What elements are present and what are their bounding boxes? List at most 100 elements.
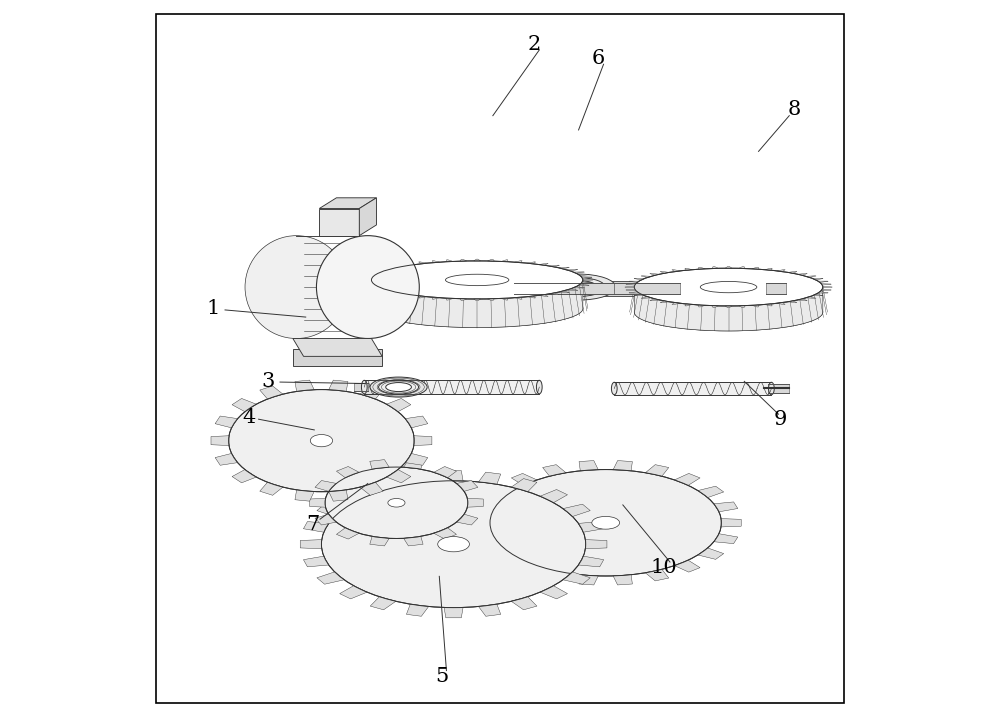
Polygon shape xyxy=(539,295,548,297)
Polygon shape xyxy=(645,465,669,476)
Polygon shape xyxy=(573,272,584,273)
Polygon shape xyxy=(260,483,283,495)
Polygon shape xyxy=(446,298,453,300)
Polygon shape xyxy=(585,540,607,549)
Polygon shape xyxy=(260,386,283,399)
Text: 3: 3 xyxy=(261,372,275,391)
Polygon shape xyxy=(293,349,382,366)
Polygon shape xyxy=(211,436,229,445)
Polygon shape xyxy=(501,298,508,300)
Polygon shape xyxy=(295,490,314,501)
Polygon shape xyxy=(501,260,508,262)
Polygon shape xyxy=(329,380,348,391)
Polygon shape xyxy=(406,295,416,297)
Polygon shape xyxy=(672,270,680,272)
Polygon shape xyxy=(303,521,329,532)
Polygon shape xyxy=(626,289,636,290)
Polygon shape xyxy=(385,291,395,293)
Ellipse shape xyxy=(611,382,617,395)
Polygon shape xyxy=(434,467,456,478)
Polygon shape xyxy=(650,273,660,275)
Ellipse shape xyxy=(371,290,583,328)
Ellipse shape xyxy=(321,481,586,607)
Polygon shape xyxy=(549,265,559,267)
Polygon shape xyxy=(579,575,598,585)
Polygon shape xyxy=(559,291,569,293)
Polygon shape xyxy=(813,278,823,280)
FancyBboxPatch shape xyxy=(766,282,786,294)
Polygon shape xyxy=(563,504,590,516)
FancyBboxPatch shape xyxy=(364,380,539,394)
FancyBboxPatch shape xyxy=(371,281,764,295)
Ellipse shape xyxy=(388,498,405,507)
Polygon shape xyxy=(310,498,326,507)
Polygon shape xyxy=(629,292,639,293)
Polygon shape xyxy=(540,490,567,503)
Ellipse shape xyxy=(370,377,427,397)
Polygon shape xyxy=(613,460,632,471)
Ellipse shape xyxy=(438,536,469,552)
Polygon shape xyxy=(215,416,238,428)
Polygon shape xyxy=(419,296,427,298)
Polygon shape xyxy=(641,276,651,277)
Polygon shape xyxy=(685,268,692,270)
Polygon shape xyxy=(232,470,256,483)
FancyBboxPatch shape xyxy=(514,282,614,294)
Polygon shape xyxy=(559,267,569,269)
Text: 10: 10 xyxy=(651,558,678,576)
Polygon shape xyxy=(456,480,478,491)
Polygon shape xyxy=(539,263,548,265)
Polygon shape xyxy=(377,270,387,271)
Polygon shape xyxy=(739,305,745,308)
Polygon shape xyxy=(712,305,718,308)
Polygon shape xyxy=(721,518,741,527)
Text: 6: 6 xyxy=(592,49,605,68)
Polygon shape xyxy=(406,472,429,484)
Polygon shape xyxy=(567,270,578,271)
Polygon shape xyxy=(405,416,428,428)
Polygon shape xyxy=(377,289,387,290)
Polygon shape xyxy=(511,560,537,572)
Polygon shape xyxy=(818,281,828,282)
Polygon shape xyxy=(511,597,537,609)
Polygon shape xyxy=(479,472,501,484)
Text: 8: 8 xyxy=(788,100,801,120)
Polygon shape xyxy=(319,198,376,209)
Polygon shape xyxy=(641,297,651,298)
Polygon shape xyxy=(660,271,669,273)
Polygon shape xyxy=(511,473,537,485)
Polygon shape xyxy=(215,453,238,465)
Polygon shape xyxy=(578,284,589,285)
Polygon shape xyxy=(698,548,724,559)
Polygon shape xyxy=(685,304,692,306)
Polygon shape xyxy=(362,282,373,283)
Polygon shape xyxy=(395,265,405,267)
Ellipse shape xyxy=(316,236,419,338)
Polygon shape xyxy=(359,198,376,236)
Polygon shape xyxy=(788,301,797,303)
Polygon shape xyxy=(698,486,724,498)
Polygon shape xyxy=(818,292,828,293)
Ellipse shape xyxy=(245,236,348,338)
Ellipse shape xyxy=(310,435,333,447)
Ellipse shape xyxy=(634,268,823,306)
Polygon shape xyxy=(474,299,481,300)
Polygon shape xyxy=(488,486,514,498)
Polygon shape xyxy=(387,399,411,412)
Polygon shape xyxy=(549,293,559,295)
Polygon shape xyxy=(419,262,427,264)
Ellipse shape xyxy=(552,277,605,296)
Polygon shape xyxy=(821,289,831,290)
FancyBboxPatch shape xyxy=(319,209,359,236)
Polygon shape xyxy=(360,386,383,399)
Polygon shape xyxy=(674,473,700,485)
Polygon shape xyxy=(739,267,745,269)
Polygon shape xyxy=(629,281,639,282)
Polygon shape xyxy=(474,502,498,512)
Ellipse shape xyxy=(634,293,823,331)
Polygon shape xyxy=(329,490,348,501)
Polygon shape xyxy=(362,277,373,278)
Ellipse shape xyxy=(536,380,542,394)
Polygon shape xyxy=(336,467,359,478)
Polygon shape xyxy=(578,521,604,532)
